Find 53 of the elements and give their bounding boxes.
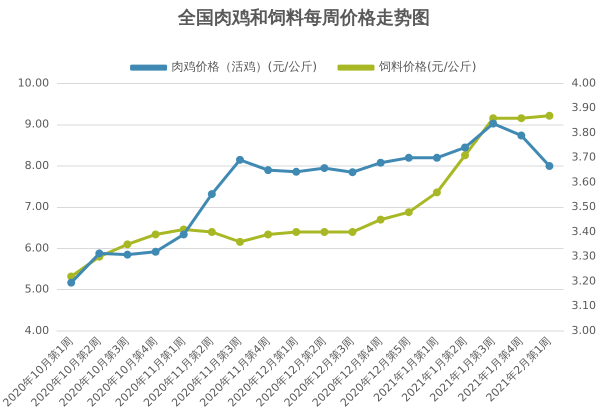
point — [208, 190, 216, 198]
point — [95, 249, 104, 258]
point — [404, 208, 413, 216]
y2-tick-label: 3.30 — [572, 250, 596, 263]
point — [292, 228, 300, 236]
y-tick-label: 5.00 — [24, 282, 50, 296]
point — [545, 112, 554, 120]
chart-title: 全国肉鸡和饲料每周价格走势图 — [177, 7, 430, 28]
y-tick-label: 4.00 — [24, 324, 50, 337]
point — [348, 228, 357, 236]
point — [545, 162, 554, 170]
point — [236, 238, 244, 246]
point — [348, 168, 357, 176]
point — [264, 166, 272, 174]
y2-tick-label: 3.00 — [572, 324, 596, 337]
y2-tick-label: 3.70 — [572, 150, 596, 164]
point — [152, 230, 160, 238]
point — [517, 132, 526, 140]
y2-tick-label: 4.00 — [572, 76, 596, 90]
y2-tick-label: 3.90 — [572, 101, 596, 114]
y-tick-label: 9.00 — [24, 118, 50, 131]
point — [320, 164, 328, 172]
y-tick-label: 8.00 — [24, 158, 50, 172]
point — [461, 143, 470, 152]
y2-tick-label: 3.40 — [572, 224, 596, 238]
point — [320, 228, 328, 236]
y-tick-label: 10.00 — [18, 76, 50, 90]
point — [152, 248, 160, 256]
point — [461, 151, 470, 160]
y2-tick-label: 3.50 — [572, 200, 596, 214]
point — [236, 156, 244, 164]
point — [376, 158, 385, 167]
point — [517, 114, 526, 122]
y-tick-label: 6.00 — [24, 241, 50, 254]
point — [489, 120, 498, 128]
point — [292, 168, 300, 176]
y-tick-label: 7.00 — [24, 200, 50, 214]
legend-label: 饲料价格(元/公斤) — [378, 60, 476, 74]
legend-label: 肉鸡价格（活鸡）(元/公斤) — [172, 60, 317, 74]
point — [432, 188, 441, 196]
point — [180, 230, 188, 238]
point — [404, 154, 413, 162]
point — [208, 228, 216, 236]
point — [376, 216, 385, 224]
point — [264, 230, 272, 238]
y2-tick-label: 3.80 — [572, 126, 596, 139]
point — [432, 154, 441, 162]
y2-tick-label: 3.60 — [572, 175, 596, 188]
point — [67, 278, 76, 287]
point — [123, 240, 132, 248]
y2-tick-label: 3.10 — [572, 299, 596, 312]
y2-tick-label: 3.20 — [572, 274, 596, 288]
point — [123, 250, 132, 259]
